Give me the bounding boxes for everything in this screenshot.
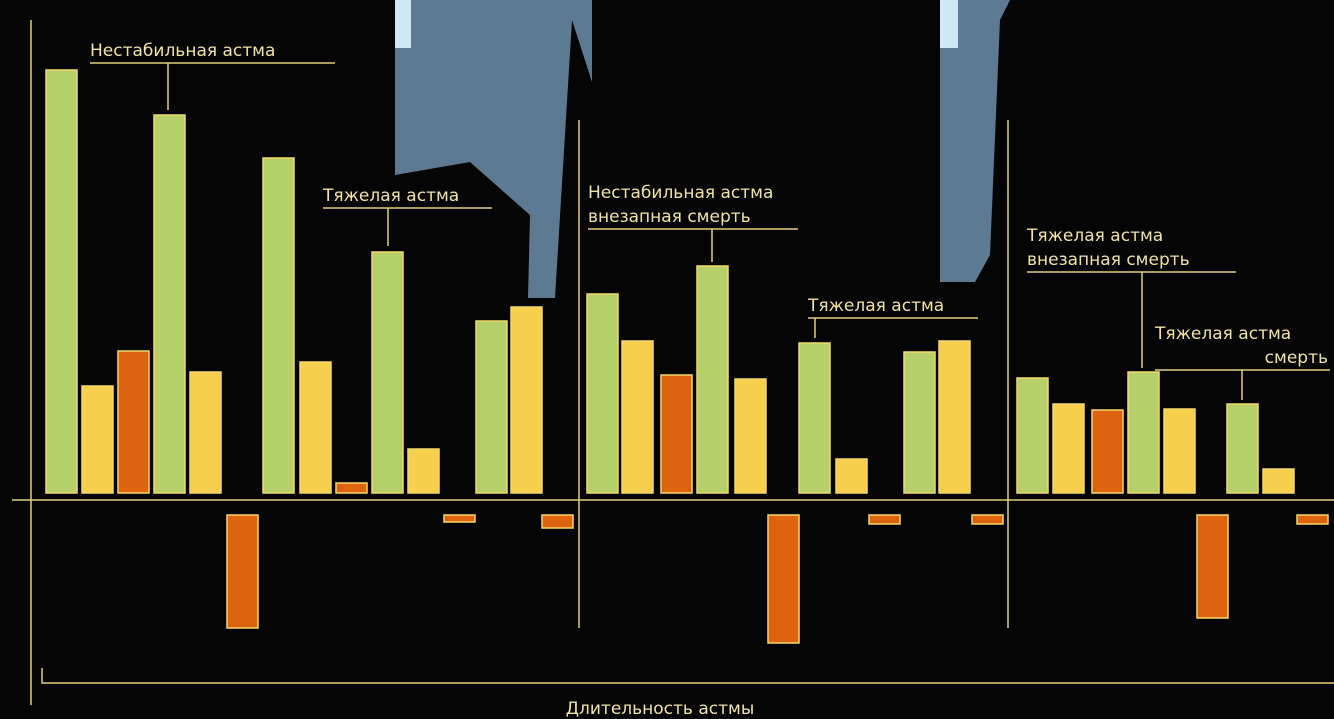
- bar: [1196, 514, 1229, 619]
- bar: [1262, 468, 1295, 494]
- bar: [868, 514, 901, 525]
- bar: [1296, 514, 1329, 525]
- bar: [541, 514, 574, 529]
- duration-bracket: [41, 668, 1334, 684]
- bar: [835, 458, 868, 494]
- bar: [475, 320, 508, 494]
- annotation: смерть: [1265, 348, 1328, 368]
- bar: [262, 157, 295, 494]
- bar: [371, 251, 404, 494]
- window: [940, 0, 958, 48]
- annotation: Тяжелая астма: [1154, 324, 1291, 344]
- bar: [443, 514, 476, 523]
- bar: [81, 385, 114, 494]
- bar: [407, 448, 440, 494]
- bar: [938, 340, 971, 494]
- x-axis-label: Длительность астмы: [566, 699, 755, 719]
- bar: [153, 114, 186, 494]
- bar: [660, 374, 693, 494]
- annotation: Тяжелая астма: [322, 186, 459, 206]
- bar: [189, 371, 222, 494]
- bar: [621, 340, 654, 494]
- bar: [117, 350, 150, 494]
- background-building: [180, 0, 1010, 298]
- bar: [971, 514, 1004, 525]
- bar: [798, 342, 831, 494]
- annotation: Нестабильная астма: [90, 41, 275, 61]
- bar: [1226, 403, 1259, 494]
- bar: [1052, 403, 1085, 494]
- annotation: внезапная смерть: [588, 207, 751, 227]
- annotation: внезапная смерть: [1027, 250, 1190, 270]
- bar: [299, 361, 332, 494]
- annotation: Тяжелая астма: [807, 296, 944, 316]
- bar: [586, 293, 619, 494]
- bar: [696, 265, 729, 494]
- annotation: Нестабильная астма: [588, 183, 773, 203]
- bar: [45, 69, 78, 494]
- window: [395, 0, 411, 48]
- bar: [1016, 377, 1049, 494]
- bar: [1127, 371, 1160, 494]
- bar: [226, 514, 259, 629]
- bar: [903, 351, 936, 494]
- annotation: Тяжелая астма: [1026, 226, 1163, 246]
- bar: [1091, 409, 1124, 494]
- bar: [767, 514, 800, 644]
- bar: [510, 306, 543, 494]
- bar: [335, 482, 368, 494]
- bar: [1163, 408, 1196, 494]
- bar: [734, 378, 767, 494]
